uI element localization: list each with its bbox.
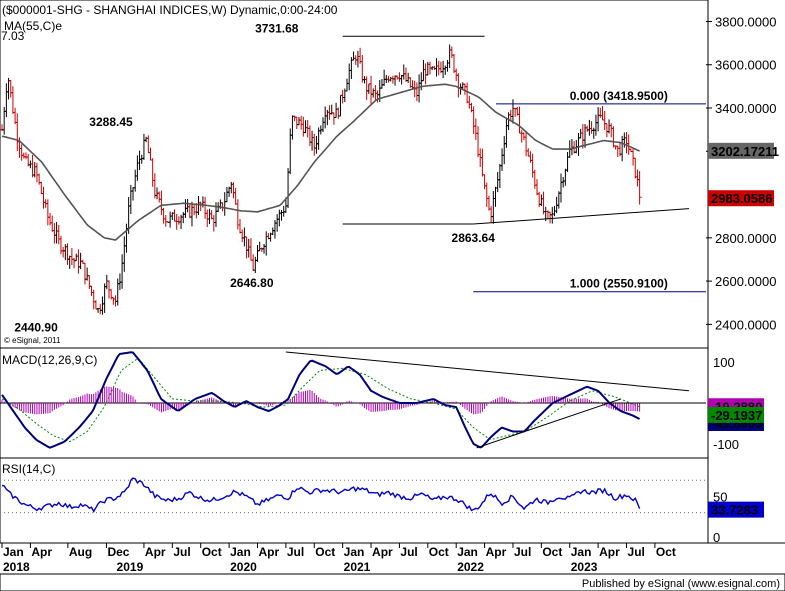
- time-axis-month-label: Oct: [656, 545, 676, 559]
- last-price-value-box: [708, 190, 774, 207]
- footer-text: Published by eSignal (www.esignal.com): [582, 578, 780, 590]
- time-axis-month-label: Jan: [571, 545, 592, 559]
- time-axis-year-label: 2023: [571, 560, 598, 574]
- price-axis-label: 2400.0000: [715, 317, 776, 332]
- chart-title: ($000001-SHG - SHANGHAI INDICES,W) Dynam…: [2, 3, 338, 17]
- price-annotation: 2863.64: [452, 231, 496, 245]
- time-axis-month-label: Jul: [514, 545, 531, 559]
- macd-trend-line: [476, 398, 621, 449]
- time-axis-month-label: Apr: [486, 545, 507, 559]
- price-annotation: 3731.68: [255, 21, 299, 35]
- ma-last-value-box: [708, 142, 774, 159]
- time-axis-month-label: Jul: [400, 545, 417, 559]
- copyright: © eSignal, 2011: [4, 336, 61, 345]
- price-annotation: 3288.45: [89, 115, 133, 129]
- price-axis-label: 2600.0000: [715, 274, 776, 289]
- trend-line: [473, 208, 690, 225]
- time-axis-month-label: Jan: [3, 545, 24, 559]
- time-axis-month-label: Oct: [542, 545, 562, 559]
- time-axis-month-label: Jul: [628, 545, 645, 559]
- time-axis-month-label: Apr: [372, 545, 393, 559]
- rsi-last-value-box: [708, 501, 764, 518]
- rsi-last-value-label: 33.7283: [711, 503, 758, 518]
- macd-axis-label: -100: [713, 437, 739, 452]
- time-axis-month-label: Apr: [258, 545, 279, 559]
- time-axis-month-label: Jan: [344, 545, 365, 559]
- macd-axis-label: 100: [713, 355, 735, 370]
- time-axis-month-label: Apr: [599, 545, 620, 559]
- rsi-panel-frame: [0, 457, 709, 544]
- price-axis-label: 3800.0000: [715, 14, 776, 29]
- rsi-axis-label: 0: [713, 530, 720, 545]
- time-axis-year-label: 2021: [344, 560, 371, 574]
- ma-label: MA(55,C)e: [4, 19, 62, 33]
- time-axis-year-label: 2019: [117, 560, 144, 574]
- time-axis-month-label: Dec: [107, 545, 129, 559]
- time-axis-month-label: Jul: [173, 545, 190, 559]
- time-axis-year-label: 2018: [3, 560, 30, 574]
- ma-value-clip: 7.03: [1, 29, 25, 43]
- ma55-line: [1, 83, 640, 241]
- rsi-line: [1, 477, 641, 513]
- time-axis-month-label: Jan: [457, 545, 478, 559]
- time-axis-month-label: Apr: [145, 545, 166, 559]
- time-axis-month-label: Oct: [315, 545, 335, 559]
- macd-title: MACD(12,26,9,C): [2, 353, 97, 367]
- footer-bar: [0, 573, 785, 591]
- macd-last-value-box: [708, 406, 764, 423]
- price-axis-label: 3600.0000: [715, 58, 776, 73]
- price-annotation: 2440.90: [14, 321, 58, 335]
- macd-trend-line: [285, 351, 690, 392]
- price-annotation: 0.000 (3418.9500): [570, 89, 668, 103]
- rsi-axis-label: 50: [713, 489, 727, 504]
- time-axis-month-label: Oct: [429, 545, 449, 559]
- price-annotation: 2646.80: [230, 276, 274, 290]
- last-price-value-label: 2983.0586: [711, 191, 772, 206]
- price-annotation: 1.000 (2550.9100): [570, 277, 668, 291]
- rsi-title: RSI(14,C): [2, 462, 55, 476]
- macd-last-value-label: -29.1937: [711, 408, 762, 423]
- macd-line: [1, 351, 641, 449]
- macd-signal-line: [1, 358, 640, 443]
- price-axis-label: 2800.0000: [715, 231, 776, 246]
- time-axis-month-label: Jul: [287, 545, 304, 559]
- time-axis-month-label: Apr: [31, 545, 52, 559]
- price-bar: [637, 171, 642, 205]
- time-axis-month-label: Oct: [202, 545, 222, 559]
- price-axis-label: 3400.0000: [715, 101, 776, 116]
- time-axis-month-label: Jan: [230, 545, 251, 559]
- ma-last-value-label: 3202.17211: [711, 144, 779, 159]
- time-axis-year-label: 2022: [457, 560, 484, 574]
- time-axis-year-label: 2020: [230, 560, 257, 574]
- time-axis-month-label: Aug: [69, 545, 92, 559]
